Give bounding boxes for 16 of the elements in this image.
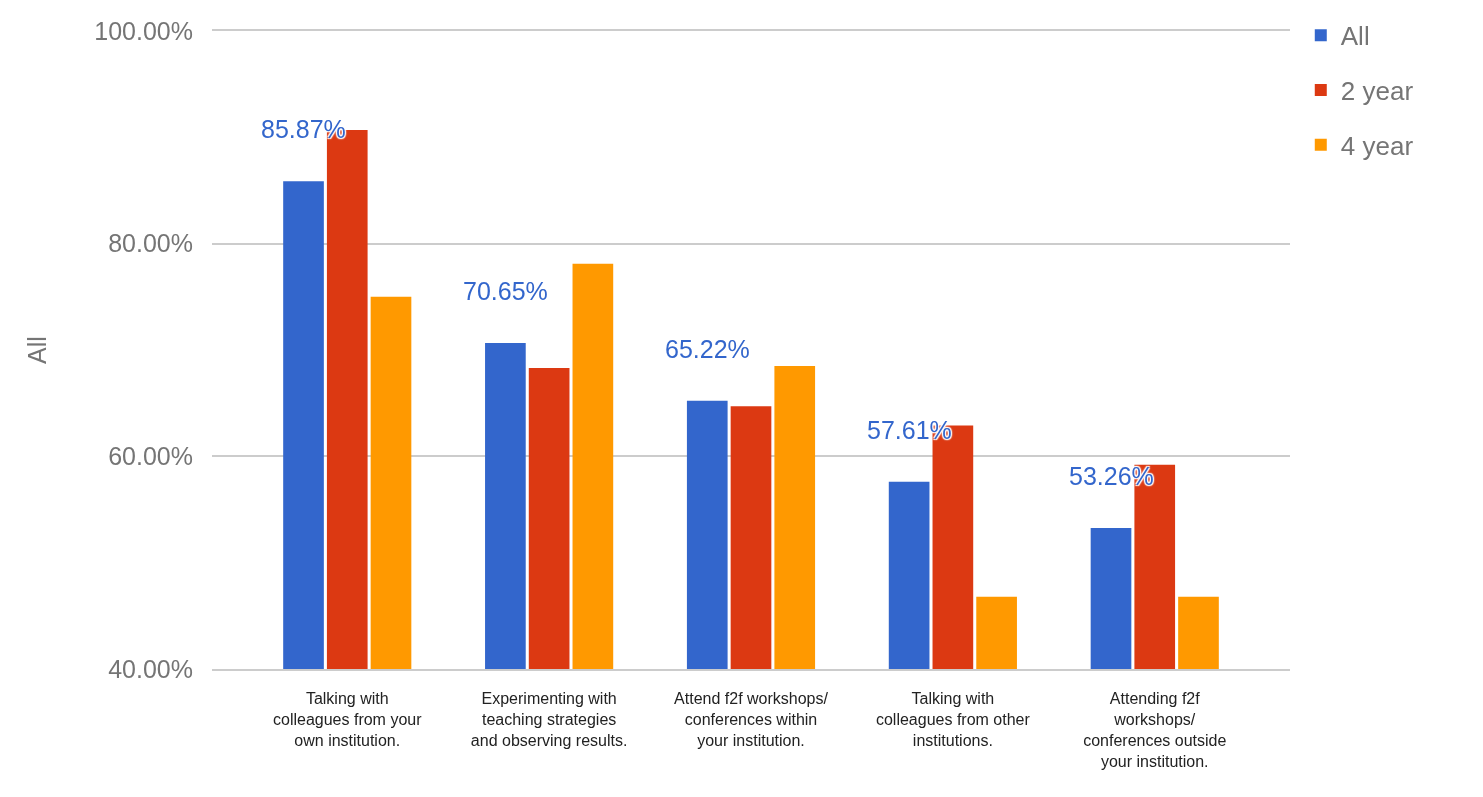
legend-label: 4 year: [1340, 131, 1414, 161]
x-tick-label: Attending f2f workshops/ conferences outside your institution.: [1083, 690, 1227, 770]
x-tick-label: Talking with colleagues from other institutions.: [875, 690, 1031, 749]
legend-label: 2 year: [1340, 76, 1414, 107]
y-axis-title: All: [23, 336, 52, 364]
data-label: 65.22%: [665, 335, 750, 363]
y-tick-label: 40.00%: [108, 654, 193, 683]
y-tick-label: 60.00%: [108, 442, 193, 471]
x-tick-label: Talking with colleagues from your own institution.: [272, 690, 423, 749]
data-label: 70.65%: [463, 277, 548, 305]
y-tick-label: 100.00%: [94, 16, 193, 45]
legend-label: All: [1340, 21, 1370, 52]
x-tick-label: Attend f2f workshops/ conferences within your institution.: [674, 690, 829, 749]
x-tick-label: Experimenting with teaching strategies and observing results.: [470, 690, 628, 749]
data-label: 85.87%: [261, 115, 346, 143]
y-tick-label: 80.00%: [108, 229, 193, 258]
